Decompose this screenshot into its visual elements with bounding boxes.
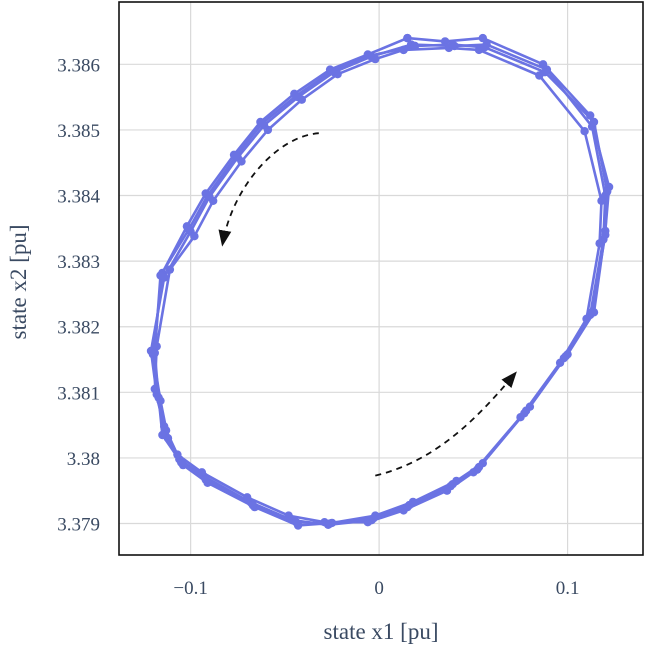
trajectory-point (243, 493, 252, 502)
trajectory-point (474, 462, 484, 472)
y-tick-label: 3.382 (57, 318, 100, 339)
x-tick-label: −0.1 (173, 578, 207, 599)
x-tick-label: 0 (374, 578, 384, 599)
y-axis-title: state x2 [pu] (6, 225, 31, 340)
trajectory-point (540, 68, 550, 77)
y-tick-label: 3.386 (57, 55, 100, 76)
trajectory-point (237, 157, 246, 166)
plot-frame (118, 1, 644, 556)
trajectory-point (184, 225, 193, 234)
y-axis-tick-labels: 3.379 3.38 3.381 3.382 3.383 3.384 3.385 3.386 (57, 55, 100, 535)
y-tick-label: 3.38 (67, 449, 100, 470)
trajectory-point (154, 393, 163, 402)
y-tick-label: 3.383 (57, 252, 100, 273)
trajectory-point (150, 348, 159, 358)
trajectory-point (589, 117, 599, 127)
trajectory-point (580, 127, 589, 136)
trajectory-point (597, 196, 606, 205)
trajectory-point (403, 33, 412, 43)
x-axis-tick-labels: −0.1 0 0.1 (173, 578, 579, 599)
direction-arrows (218, 132, 517, 477)
trajectory-point (369, 514, 378, 523)
trajectory-point (209, 196, 218, 205)
trajectory-point (521, 406, 531, 415)
trajectory-point (448, 480, 457, 489)
trajectory-point (478, 33, 487, 43)
y-tick-label: 3.381 (57, 383, 100, 404)
trajectory-point (165, 265, 175, 274)
trajectory-point (231, 152, 241, 161)
trajectory-point (448, 40, 457, 49)
trajectory-point (156, 271, 165, 280)
trajectory-point (201, 475, 210, 484)
trajectory-point (292, 91, 301, 101)
direction-arrow (375, 371, 517, 477)
trajectory-point (603, 187, 612, 196)
y-tick-label: 3.385 (57, 121, 100, 142)
trajectory-point (325, 519, 335, 528)
trajectory-point (480, 43, 489, 52)
y-tick-label: 3.384 (57, 187, 100, 208)
trajectory-point (327, 66, 337, 76)
trajectory-point (405, 500, 414, 510)
trajectory-point (587, 308, 597, 317)
trajectory-point (595, 239, 604, 248)
x-axis-title: state x1 [pu] (324, 619, 439, 644)
trajectory-point (561, 352, 570, 361)
trajectory-point (258, 119, 267, 128)
trajectory-point (410, 41, 420, 51)
trajectory-point (601, 230, 610, 240)
trajectory-point (365, 51, 374, 60)
trajectory-series (146, 33, 614, 530)
direction-arrow (218, 132, 319, 247)
trajectory-point (292, 518, 301, 527)
trajectory-point (248, 500, 257, 510)
trajectory-loop (150, 40, 612, 528)
trajectory-point (263, 125, 273, 135)
trajectory-point (177, 458, 186, 467)
trajectory-point (190, 232, 199, 241)
trajectory-point (203, 191, 212, 200)
y-tick-label: 3.379 (57, 515, 100, 536)
trajectory-point (158, 430, 167, 440)
x-tick-label: 0.1 (556, 578, 580, 599)
